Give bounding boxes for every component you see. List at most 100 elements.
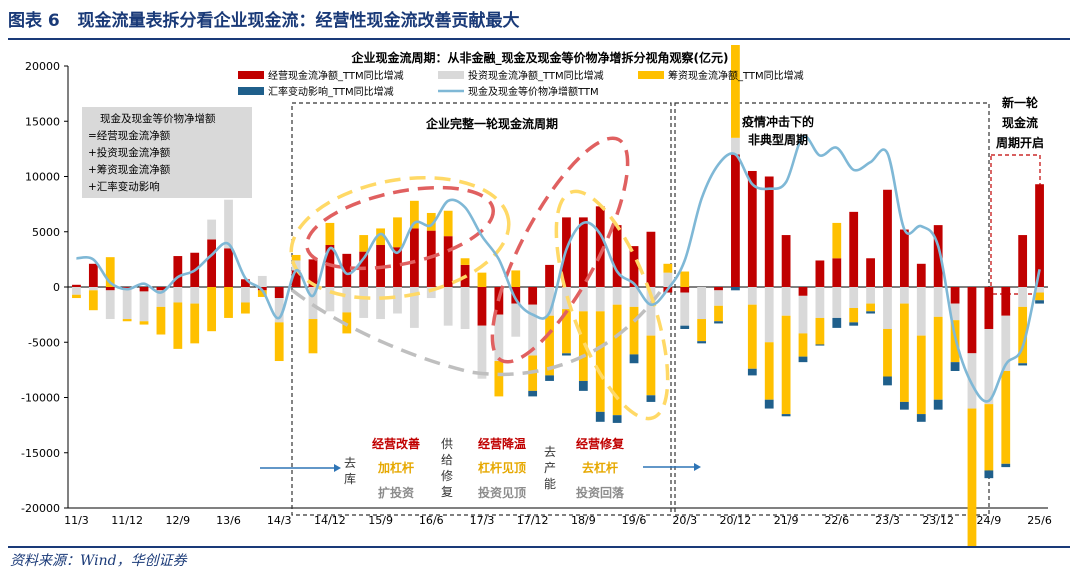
bar-operating [443,236,453,287]
x-tick-label: 19/6 [622,514,647,527]
bar-financing [241,302,250,314]
bar-investing [1001,315,1011,371]
bar-investing [426,287,436,299]
bar-investing [494,314,504,362]
phase-supply-4: 复 [441,485,453,499]
footer-rule [8,546,1070,548]
bar-investing [477,325,487,379]
bar-operating [832,258,842,287]
figure-title: 图表 6 现金流量表拆分看企业现金流：经营性现金流改善贡献最大 [8,6,520,31]
bar-operating [477,287,487,326]
bar-financing [359,235,369,252]
bar-investing [866,287,875,304]
bar-operating [866,258,875,287]
bar-investing [257,275,267,287]
bar-fx [1018,363,1028,366]
bar-fx [1035,300,1044,304]
y-tick-label: 10000 [25,171,60,184]
bar-financing [578,311,588,381]
bar-investing [443,287,453,326]
phase-a-operating: 经营改善 [372,436,420,451]
bar-financing [1018,306,1028,364]
bar-investing [241,287,250,303]
x-tick-label: 13/6 [216,514,241,527]
bar-operating [714,287,723,291]
bar-fx [595,411,605,422]
bar-operating [105,287,115,291]
x-tick-label: 17/12 [517,514,549,527]
bar-financing [781,315,791,415]
investing-cycle-curve [290,288,662,377]
bar-financing [494,361,504,397]
bar-operating [426,230,436,287]
bar-financing [967,408,977,546]
bar-financing [460,258,470,265]
bar-financing [190,303,200,344]
phase-capacity-1: 去 [544,445,556,459]
bar-financing [798,333,808,357]
bar-fx [883,376,892,386]
legend: 经营现金流净额_TTM同比增减 投资现金流净额_TTM同比增减 筹资现金流净额_… [238,69,804,98]
bar-fx [714,321,723,324]
legend-label-net: 现金及现金等价物净增额TTM [468,85,599,98]
bar-operating [883,189,892,287]
bar-operating [578,217,588,287]
bar-financing [376,228,385,246]
bar-fx [832,317,842,328]
bar-financing [409,200,419,229]
bar-financing [72,294,81,299]
bar-operating [984,287,994,329]
bar-fx [680,325,690,329]
bar-financing [680,271,690,287]
bar-fx [899,401,909,410]
bar-operating [950,287,960,304]
bar-financing [207,287,217,332]
y-tick-label: -5000 [28,336,60,349]
bar-financing [325,222,335,246]
bar-operating [798,287,808,296]
y-tick-label: 5000 [32,226,60,239]
bar-operating [393,247,402,287]
bar-financing [274,322,284,362]
bar-financing [849,307,859,323]
bar-financing [426,212,436,231]
y-tick-label: -15000 [21,447,60,460]
y-tick-label: 0 [53,281,60,294]
bar-investing [646,287,656,336]
formula-line: +筹资现金流净额 [88,163,171,176]
x-tick-label: 18/9 [571,514,596,527]
bar-financing [156,306,166,335]
bar-operating [207,239,217,287]
bar-operating [747,170,757,287]
bar-investing [528,304,538,356]
bar-investing [731,137,740,155]
bar-financing [1035,292,1044,301]
cycle2-title-line1: 疫情冲击下的 [742,114,814,129]
bar-financing [899,303,909,402]
bar-operating [156,287,166,291]
bar-financing [866,303,875,312]
bar-investing [393,287,402,314]
bar-fx [984,470,994,479]
bar-investing [342,287,352,313]
bar-operating [511,287,521,304]
phase-supply-3: 修 [441,468,453,483]
bar-investing [1018,287,1028,307]
bar-operating [409,228,419,287]
bar-investing [122,289,132,320]
bar-financing [1001,370,1011,464]
formula-line: +投资现金流净额 [88,146,171,159]
phase-c-operating: 经营修复 [576,436,625,451]
x-tick-label: 14/12 [314,514,346,527]
bar-financing [595,311,605,412]
bar-operating [274,287,284,299]
financing-ellipse-2 [554,189,670,421]
bar-investing [139,291,149,322]
formula-line: 现金及现金等价物净增额 [100,112,216,125]
bar-investing [1035,287,1044,293]
bar-operating [224,248,233,287]
bar-investing [511,303,521,337]
bar-investing [72,287,81,295]
bar-fx [629,354,639,364]
header-rule [8,38,1070,40]
